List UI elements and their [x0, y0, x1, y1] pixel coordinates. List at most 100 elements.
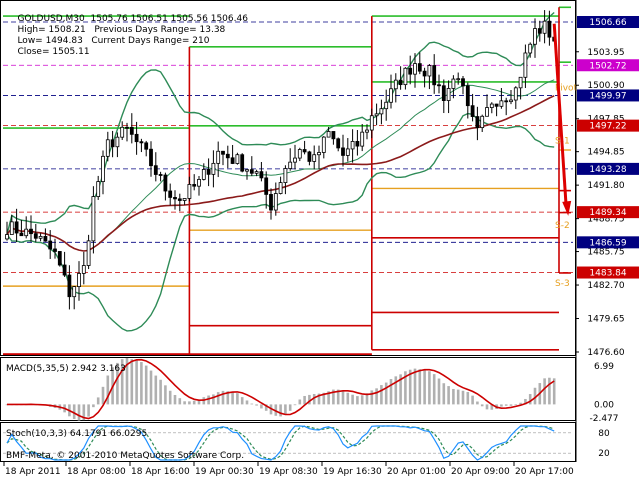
candle-body: [29, 228, 33, 235]
candle-body: [115, 136, 120, 148]
low-line: Low= 1494.83 Current Days Range= 210: [6, 25, 209, 58]
macd-histogram-bar: [332, 389, 335, 405]
candle-body: [523, 52, 528, 78]
candle-body: [24, 228, 29, 237]
copyright-text: BMF-Meta, © 2001-2010 MetaQuotes Softwar…: [6, 451, 244, 461]
macd-histogram-bar: [423, 369, 426, 405]
macd-histogram-bar: [144, 365, 148, 405]
candle-body: [494, 103, 499, 107]
forecast-arrow-layer: [552, 23, 572, 216]
macd-histogram-bar: [284, 404, 287, 415]
macd-histogram-bar: [322, 392, 326, 405]
candle-body: [81, 265, 86, 274]
macd-histogram-bar: [442, 383, 446, 405]
candle-body: [509, 99, 513, 103]
candle-body: [302, 149, 307, 153]
price-tag: [577, 236, 639, 249]
stoch-signal-line: [6, 425, 555, 461]
macd-histogram-bar: [120, 359, 124, 405]
candle-body: [432, 65, 437, 86]
macd-histogram-bar: [519, 402, 522, 405]
macd-histogram-bar: [408, 369, 412, 405]
macd-histogram-bar: [375, 388, 378, 405]
candle-body: [499, 100, 504, 107]
macd-histogram-bar: [485, 404, 489, 410]
macd-histogram-bar: [303, 395, 306, 405]
candle-body: [72, 286, 77, 298]
macd-histogram-bar: [346, 392, 350, 405]
candle-body: [547, 20, 552, 38]
macd-histogram-bar: [356, 396, 359, 405]
candle-body: [86, 240, 91, 266]
candle-body: [225, 153, 230, 159]
bollinger-lower-line: [6, 112, 555, 332]
candle-body: [158, 174, 163, 176]
macd-histogram-bar: [116, 362, 119, 405]
macd-histogram-bar: [149, 370, 153, 405]
macd-histogram-bar: [164, 385, 167, 405]
time-tick-label: 18 Apr 16:00: [131, 467, 190, 477]
candle-body: [480, 115, 485, 129]
candle-body: [201, 169, 206, 180]
forecast-arrow-shaft: [552, 23, 568, 208]
candle-body: [288, 161, 293, 169]
macd-histogram-bar: [260, 404, 263, 409]
price-tag: [577, 266, 639, 279]
macd-histogram-bar: [399, 374, 402, 405]
macd-histogram-bar: [135, 360, 138, 405]
candle-body: [513, 87, 518, 101]
stoch-main-line: [6, 425, 555, 461]
candle-body: [403, 67, 408, 86]
price-axis-layer: 1503.951500.901497.851494.851491.801488.…: [575, 0, 639, 462]
macd-histogram-bar: [370, 390, 374, 405]
candle-body: [374, 113, 379, 117]
candle-body: [417, 63, 422, 72]
candle-body: [437, 84, 441, 87]
candle-body: [134, 133, 139, 143]
macd-histogram-bar: [226, 391, 230, 405]
macd-histogram-bar: [480, 404, 484, 407]
candle-body: [379, 108, 384, 115]
prev-range-value: Previous Days Range= 13.38: [94, 25, 226, 35]
candle-body: [149, 148, 153, 167]
time-tick-label: 20 Apr 01:00: [387, 467, 446, 477]
macd-histogram-bar: [447, 386, 450, 405]
candle-body: [120, 126, 125, 138]
stoch-title: Stoch(10,3,3) 64.1791 66.0295: [6, 429, 147, 439]
candle-body: [489, 103, 494, 108]
macd-histogram-bar: [452, 388, 455, 405]
macd-histogram-bar: [336, 389, 340, 405]
macd-histogram-bar: [533, 387, 537, 405]
macd-histogram-bar: [192, 400, 196, 405]
candle-body: [235, 154, 240, 164]
candle-body: [269, 194, 273, 211]
macd-histogram-bar: [130, 359, 134, 405]
macd-histogram-bar: [178, 398, 182, 405]
candle-body: [5, 234, 9, 240]
macd-histogram-bar: [552, 378, 556, 405]
candle-body: [456, 78, 461, 81]
candle-body: [9, 221, 14, 235]
candle-body: [533, 28, 537, 45]
price-tick-label: 1485.75: [587, 248, 624, 258]
candle-body: [360, 131, 365, 147]
candle-body: [518, 76, 523, 89]
candle-body: [110, 139, 115, 148]
candle-body: [427, 65, 432, 77]
candle-body: [19, 232, 24, 237]
macd-signal-line: [7, 358, 555, 420]
macd-histogram-bar: [380, 385, 383, 405]
macd-tick-label: -2.477: [589, 414, 618, 424]
macd-histogram-bar: [82, 404, 86, 421]
candle-body: [331, 131, 336, 140]
price-tag-label: 1493.28: [589, 165, 626, 175]
candle-body: [317, 152, 321, 156]
price-tick-label: 1503.95: [587, 48, 624, 58]
candle-body: [101, 155, 105, 183]
candle-body: [249, 169, 254, 174]
candle-body: [542, 20, 547, 34]
macd-histogram-bar: [471, 395, 474, 405]
macd-histogram-bar: [514, 404, 518, 406]
candle-body: [62, 264, 67, 276]
candle-body: [38, 236, 43, 239]
